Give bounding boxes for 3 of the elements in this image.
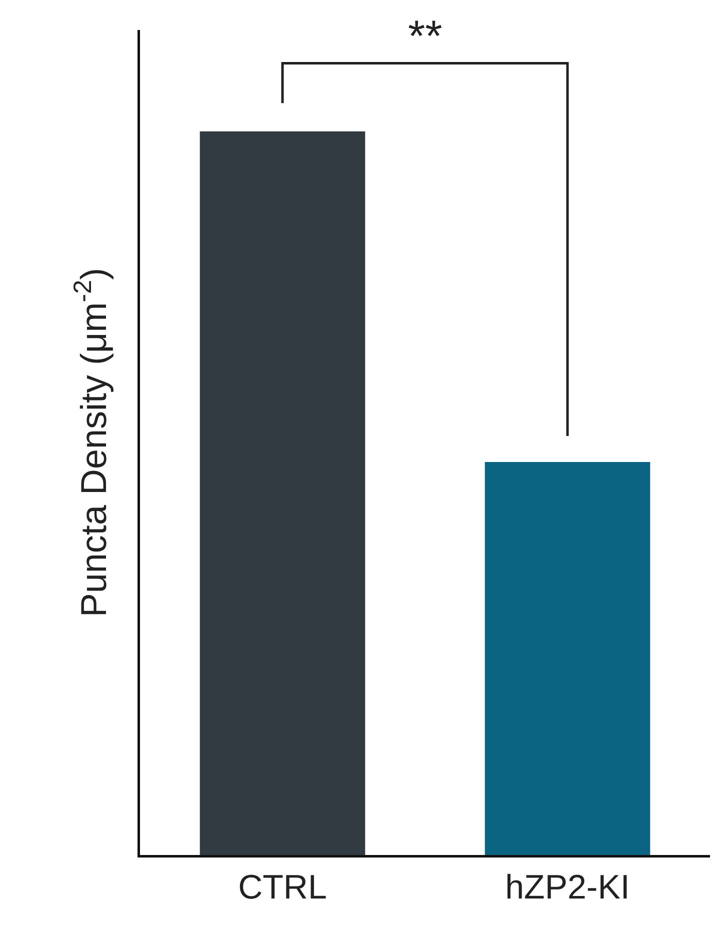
text: ** [408, 12, 442, 61]
x-tick-label: CTRL [238, 868, 327, 906]
x-tick-label: hZP2-KI [505, 868, 630, 906]
